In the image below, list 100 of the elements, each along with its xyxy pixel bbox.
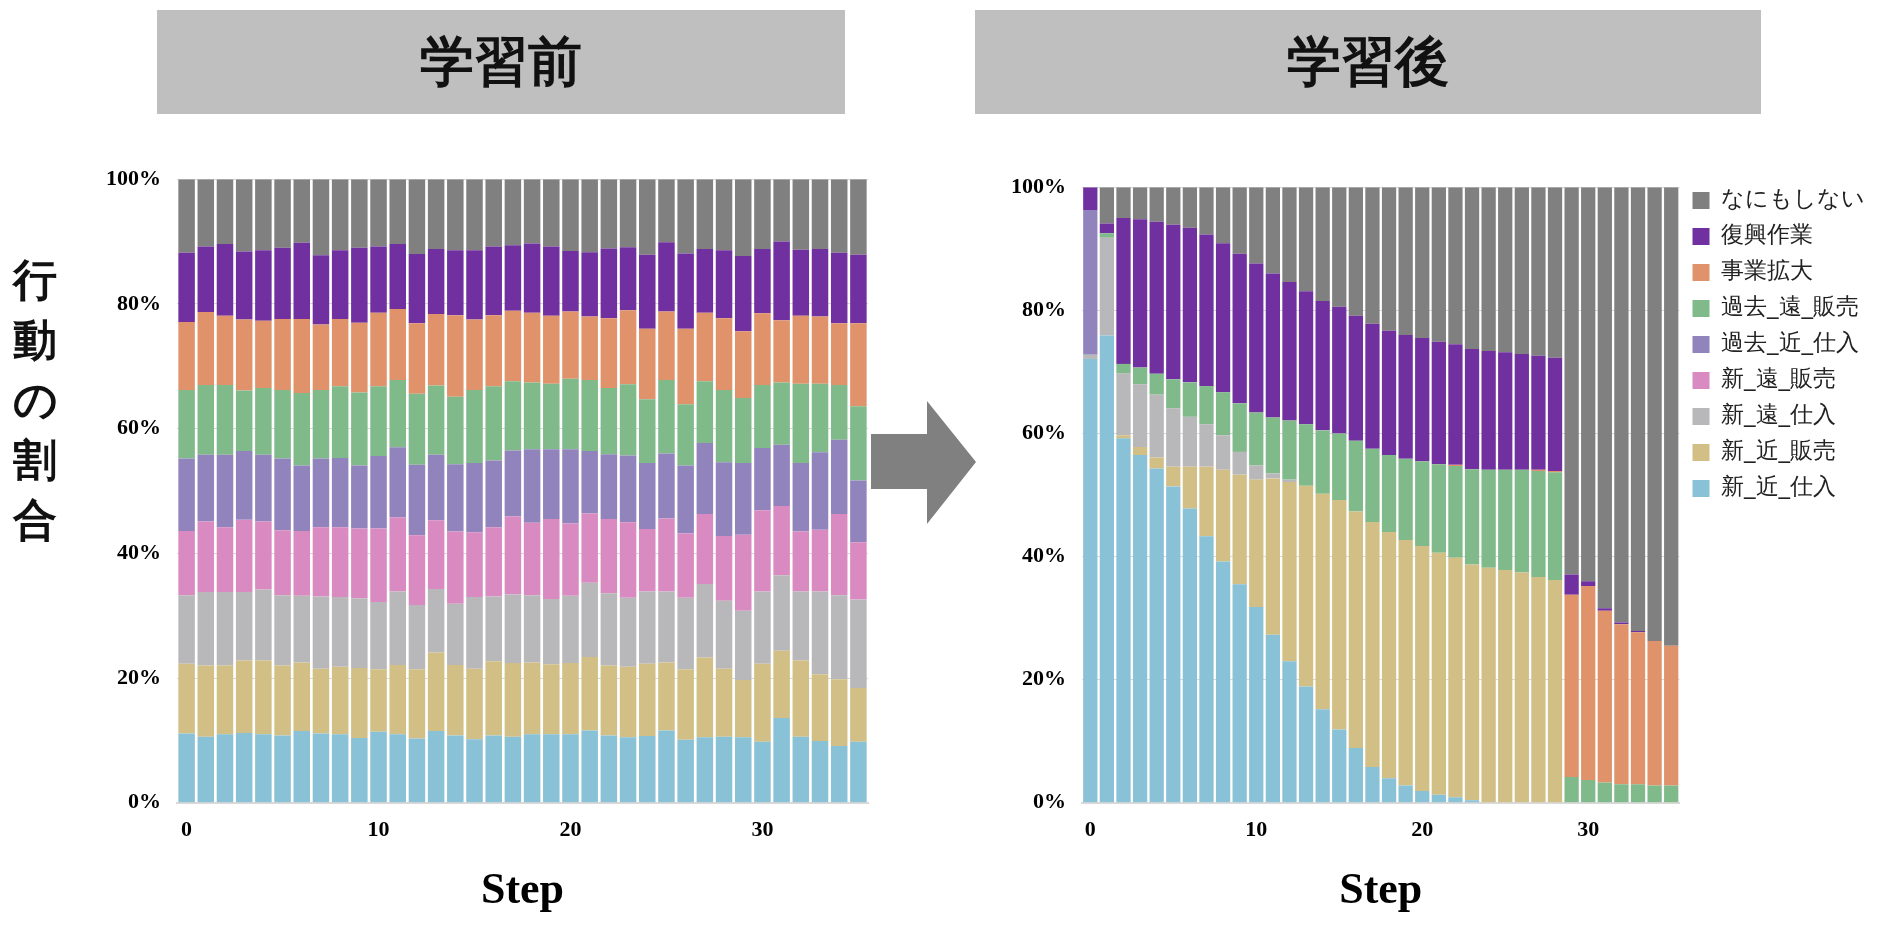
bar bbox=[811, 179, 829, 250]
bar bbox=[830, 179, 848, 253]
bar bbox=[1182, 416, 1198, 467]
bar bbox=[523, 243, 541, 313]
bar bbox=[255, 521, 272, 590]
bar bbox=[485, 179, 502, 247]
bar bbox=[619, 455, 637, 523]
bar bbox=[1315, 709, 1330, 803]
bar bbox=[178, 179, 195, 253]
bar bbox=[1232, 187, 1247, 254]
bar bbox=[850, 179, 867, 255]
bar bbox=[235, 732, 253, 803]
bar bbox=[1166, 187, 1181, 225]
bar bbox=[331, 250, 349, 319]
bar bbox=[1531, 470, 1546, 577]
bar bbox=[715, 179, 733, 251]
bar bbox=[562, 179, 579, 251]
bar bbox=[216, 244, 234, 316]
bar bbox=[1265, 473, 1281, 479]
bar bbox=[504, 516, 522, 595]
bar bbox=[1315, 493, 1330, 710]
bar bbox=[216, 592, 234, 666]
bar bbox=[715, 318, 733, 390]
bar bbox=[581, 582, 598, 657]
bar bbox=[447, 664, 464, 736]
bar bbox=[792, 315, 810, 384]
bar bbox=[523, 662, 541, 735]
bar bbox=[312, 255, 330, 325]
bar bbox=[1332, 499, 1347, 730]
bar bbox=[466, 668, 483, 740]
bar bbox=[1564, 776, 1579, 803]
bar bbox=[1564, 187, 1579, 575]
bar bbox=[389, 517, 406, 592]
x-tick-label: 0 bbox=[181, 815, 193, 841]
y-tick-label: 60% bbox=[117, 414, 161, 440]
bar bbox=[1215, 392, 1231, 436]
bar bbox=[235, 390, 253, 452]
bar bbox=[1647, 785, 1662, 803]
bar bbox=[1498, 469, 1513, 571]
x-tick-label: 0 bbox=[1084, 815, 1096, 841]
bar bbox=[466, 319, 483, 390]
bar bbox=[1514, 354, 1529, 470]
legend-label: 過去_遠_販売 bbox=[1721, 293, 1859, 320]
bar bbox=[619, 522, 637, 598]
bar bbox=[351, 598, 368, 669]
bar bbox=[427, 652, 445, 732]
bar bbox=[331, 386, 349, 458]
bar bbox=[1514, 469, 1529, 573]
bar bbox=[792, 531, 810, 592]
bar bbox=[274, 530, 291, 596]
bar bbox=[235, 319, 253, 391]
bar bbox=[1083, 354, 1098, 359]
bar bbox=[370, 246, 387, 313]
legend-label: 新_近_販売 bbox=[1721, 437, 1836, 464]
bar bbox=[562, 663, 579, 735]
bar bbox=[1166, 408, 1181, 467]
bar bbox=[331, 527, 349, 598]
bar bbox=[1547, 472, 1563, 580]
bar bbox=[408, 254, 426, 324]
bar bbox=[447, 315, 464, 397]
bar bbox=[754, 179, 771, 250]
bar bbox=[773, 650, 790, 718]
bar bbox=[1215, 187, 1231, 244]
bar bbox=[562, 311, 579, 379]
x-tick-label: 20 bbox=[1411, 815, 1434, 841]
bar bbox=[1431, 464, 1446, 553]
chart-title: 学習前 bbox=[157, 10, 845, 114]
bar bbox=[485, 460, 502, 528]
bar bbox=[677, 669, 694, 740]
bar bbox=[427, 313, 445, 386]
bar bbox=[850, 599, 867, 689]
bar bbox=[447, 396, 464, 465]
bar bbox=[1166, 486, 1181, 803]
bar bbox=[1431, 794, 1446, 803]
bar bbox=[370, 731, 387, 803]
bar bbox=[619, 179, 637, 248]
bar bbox=[504, 179, 522, 246]
bar bbox=[1132, 454, 1148, 803]
bar bbox=[619, 247, 637, 311]
legend-label: なにもしない bbox=[1721, 185, 1865, 212]
bar bbox=[1232, 403, 1247, 452]
bar bbox=[1547, 357, 1563, 471]
legend-label: 新_近_仕入 bbox=[1721, 473, 1836, 500]
bar bbox=[1265, 634, 1281, 803]
bar bbox=[523, 449, 541, 523]
bar bbox=[1332, 306, 1347, 434]
bar bbox=[370, 179, 387, 247]
bar bbox=[850, 480, 867, 543]
bar bbox=[1597, 187, 1612, 609]
bar bbox=[274, 179, 291, 248]
bar bbox=[1581, 780, 1596, 803]
bar bbox=[600, 388, 618, 455]
bar bbox=[255, 660, 272, 735]
bar bbox=[696, 249, 714, 313]
bar bbox=[427, 520, 445, 589]
bar bbox=[677, 179, 694, 254]
bar bbox=[485, 527, 502, 597]
bar bbox=[1116, 217, 1131, 364]
bar bbox=[792, 179, 810, 250]
bar bbox=[504, 663, 522, 737]
